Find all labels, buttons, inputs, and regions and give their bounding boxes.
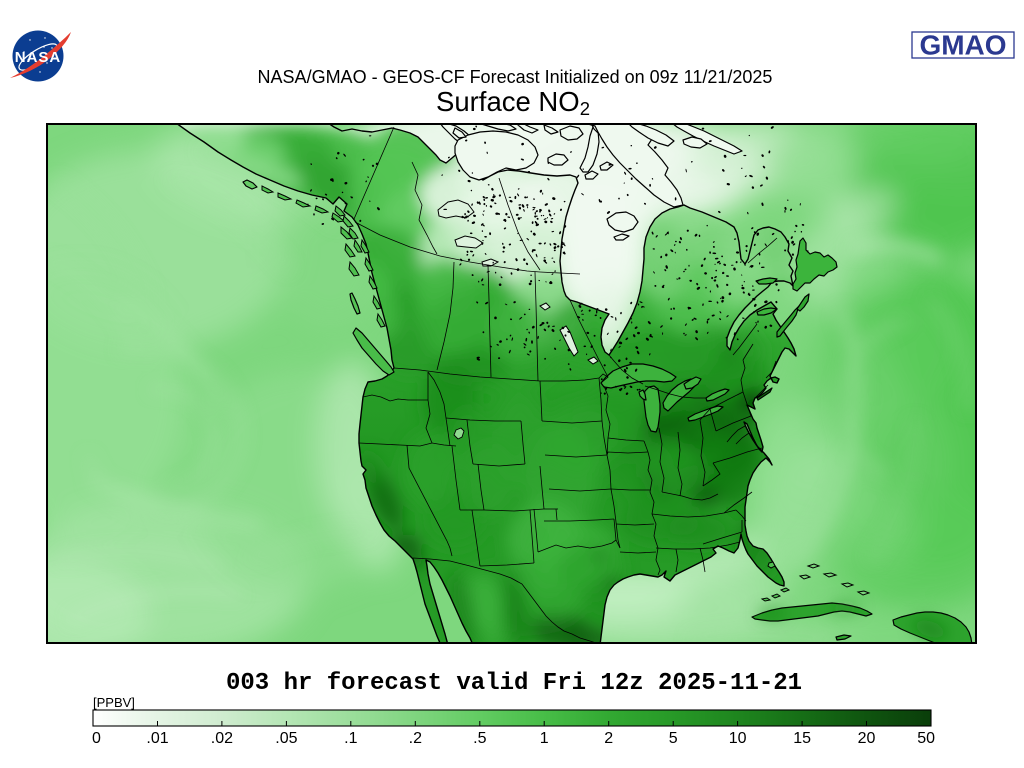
svg-text:50: 50	[917, 730, 935, 747]
svg-text:.02: .02	[211, 730, 233, 747]
svg-text:5: 5	[669, 730, 678, 747]
svg-text:1: 1	[540, 730, 549, 747]
svg-text:.1: .1	[344, 730, 357, 747]
svg-text:.2: .2	[409, 730, 422, 747]
svg-text:GMAO: GMAO	[919, 30, 1006, 61]
svg-text:10: 10	[729, 730, 747, 747]
svg-text:NASA: NASA	[15, 49, 62, 66]
svg-text:.05: .05	[275, 730, 297, 747]
svg-text:.01: .01	[146, 730, 168, 747]
svg-text:0: 0	[92, 730, 101, 747]
svg-text:20: 20	[858, 730, 876, 747]
svg-text:Surface NO2: Surface NO2	[436, 86, 590, 119]
svg-text:15: 15	[793, 730, 811, 747]
svg-text:[PPBV]: [PPBV]	[93, 695, 135, 710]
svg-text:.5: .5	[473, 730, 486, 747]
svg-text:2: 2	[604, 730, 613, 747]
svg-text:003 hr forecast valid Fri 12z: 003 hr forecast valid Fri 12z 2025-11-21	[226, 670, 802, 697]
svg-text:NASA/GMAO - GEOS-CF Forecast I: NASA/GMAO - GEOS-CF Forecast Initialized…	[258, 67, 773, 87]
